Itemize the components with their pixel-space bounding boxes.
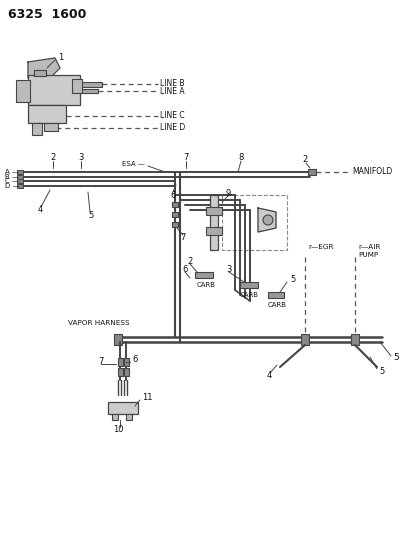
Bar <box>80 89 98 93</box>
Bar <box>72 79 82 93</box>
Text: PUMP: PUMP <box>358 252 378 258</box>
Text: MANIFOLD: MANIFOLD <box>352 167 392 176</box>
Bar <box>172 202 178 207</box>
Text: 3: 3 <box>226 264 231 273</box>
Bar <box>206 227 222 235</box>
Bar <box>28 75 80 105</box>
Text: D —: D — <box>5 183 20 189</box>
Bar <box>114 334 122 345</box>
Text: LINE D: LINE D <box>160 124 185 133</box>
Bar <box>210 195 218 250</box>
Text: CARB: CARB <box>240 292 259 298</box>
Text: CARB: CARB <box>197 282 216 288</box>
Text: 5: 5 <box>393 353 399 362</box>
Text: 7: 7 <box>98 358 103 367</box>
Bar <box>301 334 309 345</box>
Text: 9: 9 <box>225 189 230 198</box>
Text: 10: 10 <box>113 425 123 434</box>
Polygon shape <box>28 58 60 78</box>
Text: A —: A — <box>5 169 19 175</box>
Text: 5: 5 <box>88 211 93 220</box>
Bar <box>17 170 23 174</box>
Bar <box>17 184 23 188</box>
Bar <box>124 358 129 366</box>
Text: LINE B: LINE B <box>160 79 184 88</box>
Text: 4: 4 <box>38 206 43 214</box>
Text: 11: 11 <box>142 393 153 402</box>
Text: 6: 6 <box>170 190 175 199</box>
Bar <box>32 123 42 135</box>
Text: 1: 1 <box>58 52 63 61</box>
Text: 2: 2 <box>187 256 192 265</box>
Text: 7: 7 <box>180 233 185 243</box>
Bar <box>118 358 123 366</box>
Text: ESA —: ESA — <box>122 161 145 167</box>
Bar <box>268 292 284 298</box>
Text: 6325  1600: 6325 1600 <box>8 7 86 20</box>
Circle shape <box>263 215 273 225</box>
Polygon shape <box>258 208 276 232</box>
Text: LINE C: LINE C <box>160 111 185 120</box>
Text: 6: 6 <box>182 265 187 274</box>
Bar <box>118 368 123 376</box>
Bar <box>124 368 129 376</box>
Text: r—AIR: r—AIR <box>358 244 380 250</box>
Bar <box>222 195 287 250</box>
Bar <box>28 105 66 123</box>
Bar <box>240 282 258 288</box>
Text: 7: 7 <box>183 154 188 163</box>
Text: 2: 2 <box>50 154 55 163</box>
Bar <box>206 207 222 215</box>
Bar <box>34 70 46 76</box>
Bar <box>17 179 23 183</box>
Text: C —: C — <box>5 178 19 184</box>
Text: 5: 5 <box>290 274 295 284</box>
Bar <box>112 414 118 420</box>
Bar <box>308 169 316 175</box>
Bar <box>195 272 213 278</box>
Bar <box>16 80 30 102</box>
Bar <box>108 402 138 414</box>
Text: r—EGR: r—EGR <box>308 244 333 250</box>
Bar <box>172 222 178 227</box>
Text: 5: 5 <box>379 367 384 376</box>
Text: B —: B — <box>5 174 19 180</box>
Text: 3: 3 <box>78 154 83 163</box>
Bar <box>172 212 178 217</box>
Text: CARB: CARB <box>268 302 287 308</box>
Bar <box>351 334 359 345</box>
Text: 8: 8 <box>238 154 244 163</box>
Bar <box>44 123 58 131</box>
Text: 6: 6 <box>132 356 137 365</box>
Bar <box>126 414 132 420</box>
Text: LINE A: LINE A <box>160 86 185 95</box>
Bar <box>17 175 23 179</box>
Bar <box>80 82 102 87</box>
Text: 2: 2 <box>302 156 307 165</box>
Text: VAPOR HARNESS: VAPOR HARNESS <box>68 320 130 326</box>
Text: 4: 4 <box>267 370 272 379</box>
